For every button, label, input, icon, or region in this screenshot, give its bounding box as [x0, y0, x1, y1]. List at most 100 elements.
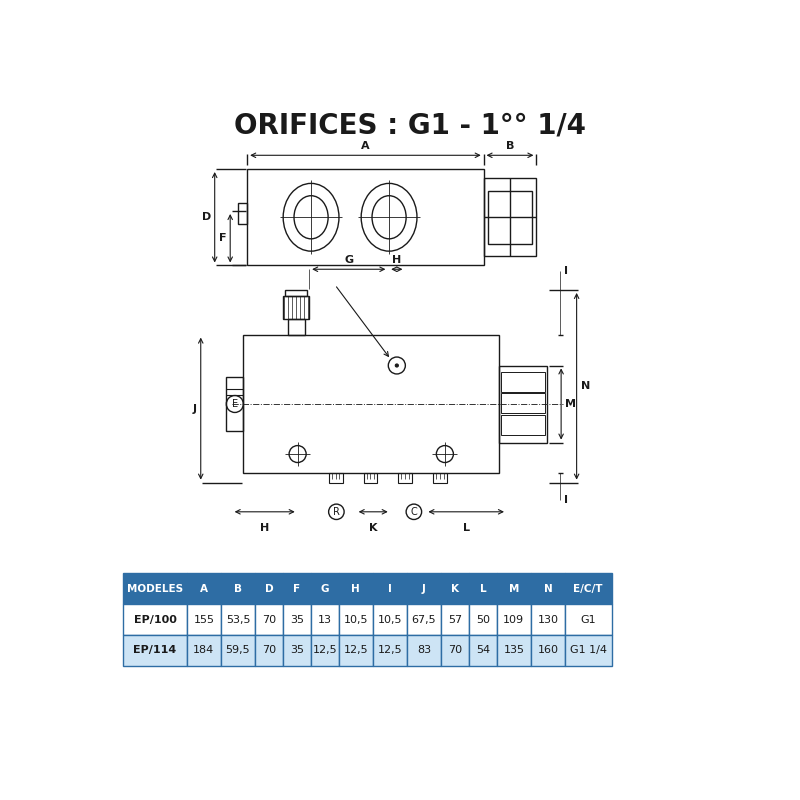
Bar: [187, 574, 221, 604]
Text: I: I: [388, 584, 392, 594]
Text: 130: 130: [538, 614, 558, 625]
Bar: [338, 574, 373, 604]
Text: D: D: [265, 584, 274, 594]
Bar: [373, 635, 407, 666]
Text: 50: 50: [476, 614, 490, 625]
Text: I: I: [564, 495, 568, 506]
Text: L: L: [479, 584, 486, 594]
Text: 57: 57: [448, 614, 462, 625]
Bar: [255, 574, 283, 604]
Text: N: N: [581, 382, 590, 391]
Text: J: J: [193, 404, 197, 414]
Bar: [565, 574, 611, 604]
Text: EP/114: EP/114: [134, 646, 177, 655]
Text: K: K: [451, 584, 459, 594]
Bar: [310, 574, 338, 604]
Bar: [226, 377, 243, 431]
Text: 10,5: 10,5: [343, 614, 368, 625]
Bar: [363, 474, 378, 482]
Text: 59,5: 59,5: [226, 646, 250, 655]
Bar: [221, 635, 255, 666]
Text: ORIFICES : G1 - 1°° 1/4: ORIFICES : G1 - 1°° 1/4: [234, 111, 586, 139]
Text: E: E: [232, 399, 238, 409]
Bar: [502, 394, 545, 414]
Text: 70: 70: [262, 646, 276, 655]
Bar: [243, 334, 499, 474]
Bar: [338, 635, 373, 666]
Bar: [373, 604, 407, 635]
Text: E/C/T: E/C/T: [574, 584, 603, 594]
Text: 160: 160: [538, 646, 558, 655]
Text: M: M: [509, 584, 519, 594]
Bar: [283, 604, 310, 635]
Bar: [283, 635, 310, 666]
Text: A: A: [200, 584, 208, 594]
Text: 54: 54: [476, 646, 490, 655]
Text: MODELES: MODELES: [127, 584, 183, 594]
Bar: [398, 474, 412, 482]
Text: G1 1/4: G1 1/4: [570, 646, 606, 655]
Text: K: K: [369, 523, 378, 534]
Text: 70: 70: [448, 646, 462, 655]
Bar: [407, 635, 441, 666]
Bar: [283, 574, 310, 604]
Text: H: H: [351, 584, 360, 594]
Bar: [287, 319, 305, 334]
Text: 109: 109: [503, 614, 525, 625]
Bar: [221, 604, 255, 635]
Bar: [407, 574, 441, 604]
Text: I: I: [564, 266, 568, 276]
Bar: [499, 366, 547, 442]
Bar: [565, 604, 611, 635]
Bar: [441, 574, 469, 604]
Bar: [338, 604, 373, 635]
Bar: [407, 604, 441, 635]
Text: 67,5: 67,5: [412, 614, 436, 625]
Text: N: N: [543, 584, 552, 594]
Bar: [247, 169, 484, 266]
Circle shape: [395, 364, 398, 367]
Text: 35: 35: [290, 646, 304, 655]
Text: H: H: [260, 523, 270, 534]
Bar: [531, 604, 565, 635]
Bar: [329, 474, 342, 482]
Bar: [187, 604, 221, 635]
Text: 12,5: 12,5: [313, 646, 337, 655]
Bar: [441, 635, 469, 666]
Bar: [310, 604, 338, 635]
Bar: [434, 474, 447, 482]
Text: B: B: [234, 584, 242, 594]
Bar: [255, 604, 283, 635]
Bar: [286, 290, 307, 296]
Bar: [565, 635, 611, 666]
Text: 135: 135: [503, 646, 524, 655]
Bar: [255, 635, 283, 666]
Bar: [310, 635, 338, 666]
Text: 12,5: 12,5: [343, 646, 368, 655]
Text: 184: 184: [194, 646, 214, 655]
Text: 12,5: 12,5: [378, 646, 402, 655]
Bar: [497, 635, 531, 666]
Text: G1: G1: [581, 614, 596, 625]
Bar: [283, 296, 310, 319]
Text: D: D: [202, 212, 211, 222]
Bar: [187, 635, 221, 666]
Bar: [373, 574, 407, 604]
Bar: [531, 635, 565, 666]
Bar: [238, 202, 247, 224]
Text: 35: 35: [290, 614, 304, 625]
Bar: [469, 574, 497, 604]
Bar: [502, 372, 545, 392]
Text: A: A: [361, 142, 370, 151]
Bar: [221, 574, 255, 604]
Text: 53,5: 53,5: [226, 614, 250, 625]
Bar: [488, 190, 532, 244]
Text: F: F: [294, 584, 301, 594]
Text: 70: 70: [262, 614, 276, 625]
Text: J: J: [422, 584, 426, 594]
Text: M: M: [565, 399, 576, 409]
Bar: [531, 574, 565, 604]
Text: 10,5: 10,5: [378, 614, 402, 625]
Bar: [441, 604, 469, 635]
Bar: [484, 178, 536, 256]
